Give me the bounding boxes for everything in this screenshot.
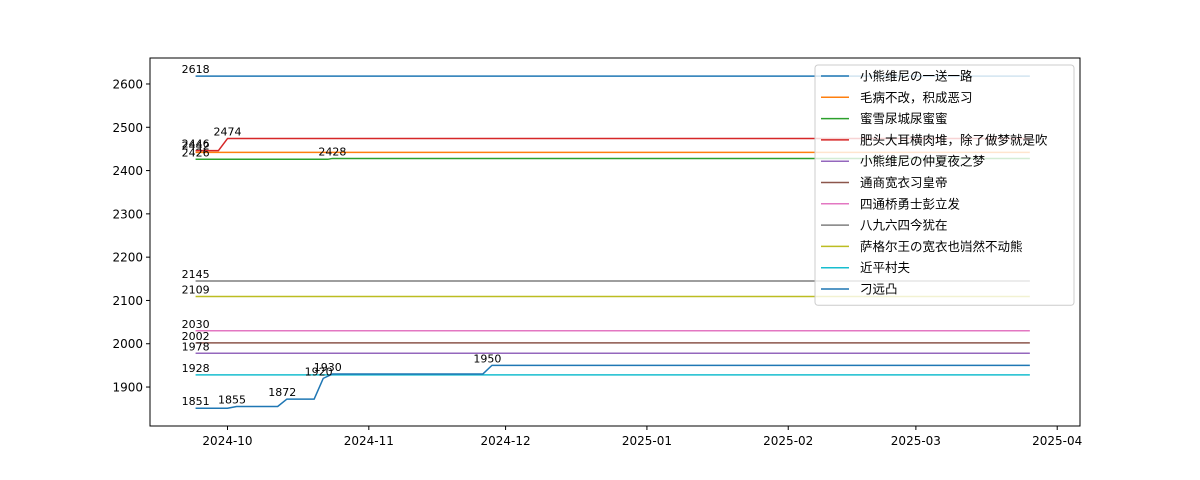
legend-label: 萨格尔王の宽衣也岿然不动熊 (860, 239, 1023, 254)
x-tick-label: 2025-02 (763, 434, 813, 448)
y-tick-label: 2200 (112, 251, 143, 265)
data-label: 2109 (182, 284, 210, 297)
data-label: 2002 (182, 330, 210, 343)
data-label: 1930 (314, 361, 342, 374)
x-tick-label: 2024-10 (202, 434, 252, 448)
y-tick-label: 2500 (112, 121, 143, 135)
legend-label: 近平村夫 (860, 260, 911, 275)
y-tick-label: 2400 (112, 164, 143, 178)
series-line-2 (195, 157, 1030, 161)
legend-label: 通商宽衣习皇帝 (860, 175, 948, 190)
data-label: 2442 (182, 139, 210, 152)
legend-label: 八九六四今犹在 (860, 218, 948, 233)
data-label: 2030 (182, 318, 210, 331)
data-label: 1950 (473, 352, 501, 365)
y-tick-label: 2100 (112, 294, 143, 308)
legend-label: 肥头大耳横肉堆，除了做梦就是吹 (860, 132, 1048, 147)
legend-label: 四通桥勇士彭立发 (860, 196, 961, 211)
data-label: 2426 (182, 146, 210, 159)
y-tick-label: 2600 (112, 77, 143, 91)
legend-label: 小熊维尼の一送一路 (860, 69, 973, 84)
data-label: 1928 (182, 362, 210, 375)
data-label: 1872 (268, 386, 296, 399)
series-line-10 (195, 364, 1030, 409)
data-label: 2428 (318, 145, 346, 158)
y-axis: 1900 2000 2100 2200 2300 2400 2500 2600 (112, 77, 150, 395)
data-label: 1855 (218, 394, 246, 407)
legend-label: 小熊维尼の仲夏夜之梦 (860, 154, 986, 169)
x-axis: 2024-10 2024-11 2024-12 2025-01 2025-02 2025-… (202, 426, 1082, 448)
x-tick-label: 2024-12 (481, 434, 531, 448)
data-label: 1978 (182, 340, 210, 353)
data-label: 2618 (182, 63, 210, 76)
legend-label: 蜜雪尿城尿蜜蜜 (860, 111, 948, 126)
x-tick-label: 2025-01 (622, 434, 672, 448)
x-tick-label: 2025-04 (1032, 434, 1082, 448)
x-tick-label: 2024-11 (344, 434, 394, 448)
plot-frame (149, 57, 1081, 427)
legend-frame (814, 64, 1075, 306)
y-tick-label: 1900 (112, 381, 143, 395)
y-tick-label: 2300 (112, 207, 143, 221)
y-tick-label: 2000 (112, 337, 143, 351)
legend-label: 刁远凸 (860, 282, 898, 297)
x-tick-label: 2025-03 (891, 434, 941, 448)
data-label: 1851 (182, 395, 210, 408)
series-line-3 (195, 137, 1030, 152)
data-label: 2446 (182, 138, 210, 151)
legend-label: 毛病不改，积成恶习 (860, 90, 973, 105)
data-label: 1920 (305, 365, 333, 378)
data-label: 2145 (182, 268, 210, 281)
data-label: 2474 (214, 126, 242, 139)
legend: 小熊维尼の一送一路毛病不改，积成恶习蜜雪尿城尿蜜蜜肥头大耳横肉堆，除了做梦就是吹… (814, 64, 1075, 306)
series-layer (195, 75, 1030, 409)
